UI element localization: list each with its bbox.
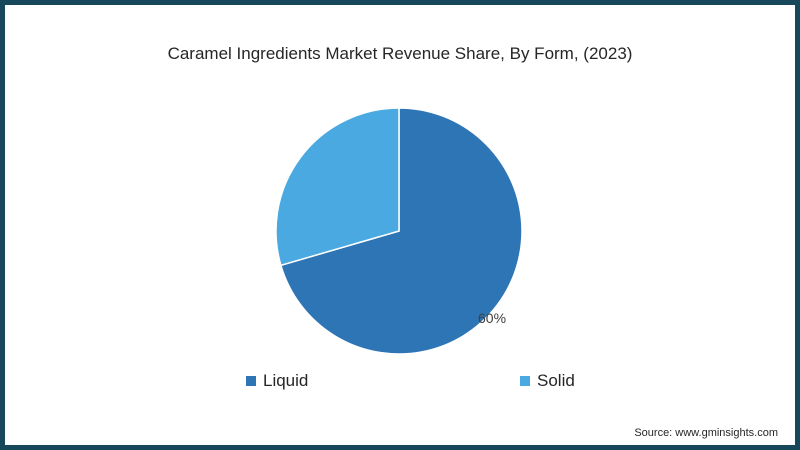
pie-slice-liquid[interactable] <box>279 107 523 355</box>
legend-item-liquid[interactable]: Liquid <box>246 371 308 391</box>
legend-item-solid[interactable]: Solid <box>520 371 575 391</box>
legend-label-liquid: Liquid <box>263 371 309 390</box>
chart-title: Caramel Ingredients Market Revenue Share… <box>167 44 633 63</box>
slice-label-liquid: 60% <box>478 310 507 326</box>
source-note: Source: www.gminsights.com <box>634 427 778 439</box>
legend-label-solid: Solid <box>537 371 575 390</box>
legend-swatch-solid <box>520 376 530 386</box>
legend-swatch-liquid <box>246 376 256 386</box>
pie-slices <box>275 107 523 355</box>
pie-slice-solid[interactable] <box>275 107 400 267</box>
